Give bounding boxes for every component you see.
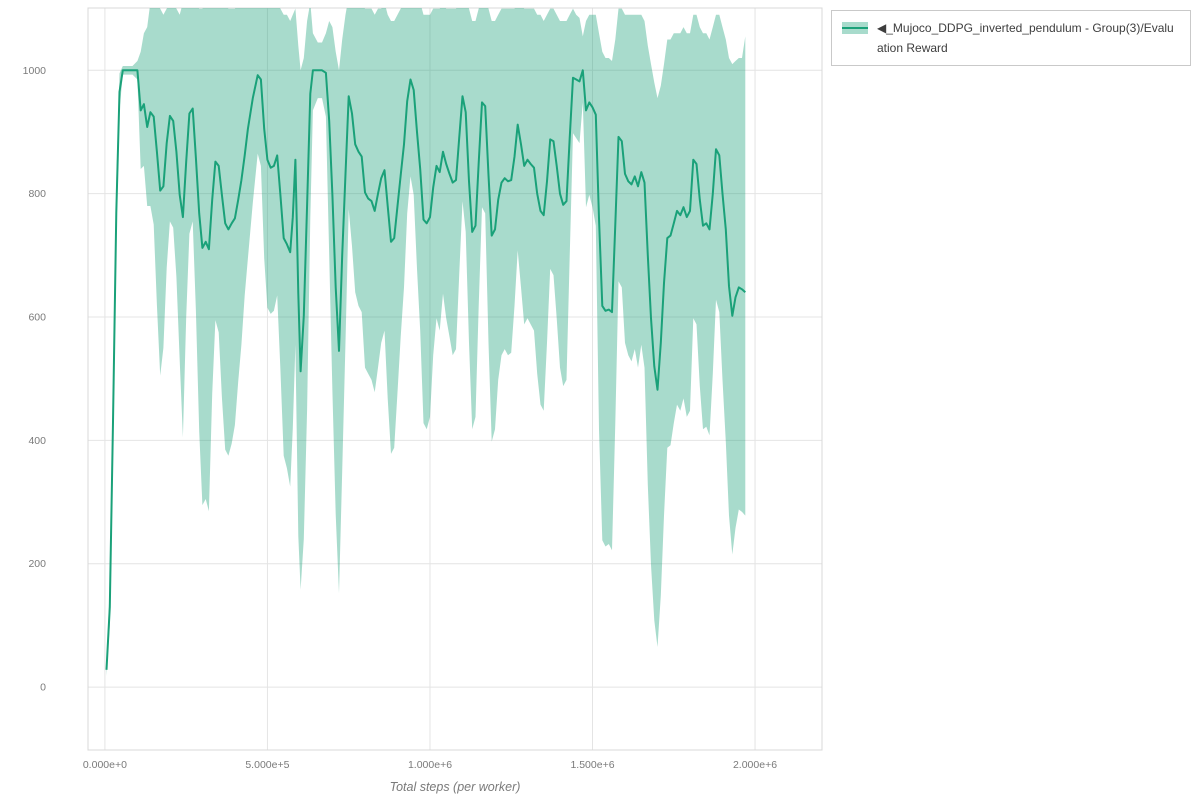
plot-frame (87, 7, 823, 751)
series-line (105, 69, 746, 670)
x-axis-title: Total steps (per worker) (389, 780, 521, 794)
legend-item[interactable]: ◀_Mujoco_DDPG_inverted_pendulum - Group(… (842, 18, 1180, 58)
x-tick-label: 0.000e+0 (83, 759, 127, 771)
legend: ◀_Mujoco_DDPG_inverted_pendulum - Group(… (831, 10, 1191, 66)
y-tick-label: 800 (28, 188, 46, 200)
y-tick-label: 0 (40, 682, 46, 694)
legend-swatch-band (842, 22, 868, 34)
x-tick-label: 1.000e+6 (408, 759, 452, 771)
y-tick-label: 400 (28, 435, 46, 447)
legend-swatch-line (842, 27, 868, 29)
x-tick-label: 5.000e+5 (245, 759, 289, 771)
x-tick-label: 1.500e+6 (570, 759, 614, 771)
y-tick-label: 1000 (23, 65, 47, 77)
legend-label: ◀_Mujoco_DDPG_inverted_pendulum - Group(… (877, 21, 1174, 55)
y-tick-label: 600 (28, 312, 46, 324)
confidence-band (106, 8, 746, 676)
x-tick-label: 2.000e+6 (733, 759, 777, 771)
y-tick-label: 200 (28, 558, 46, 570)
